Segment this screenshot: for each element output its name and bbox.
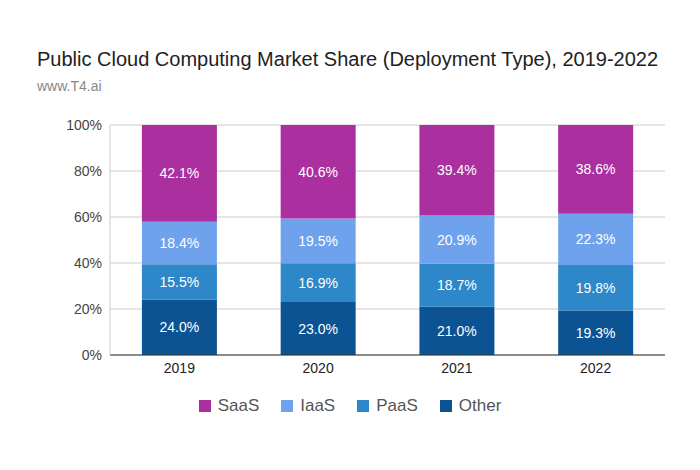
html-text:IaaS: IaaS [300,396,336,415]
svg-text:2020: 2020 [303,360,334,376]
svg-text:23.0%: 23.0% [298,321,338,337]
svg-text:60%: 60% [74,209,102,225]
svg-text:2021: 2021 [441,360,472,376]
html-text:www.T4.ai: www.T4.ai [37,78,102,94]
svg-text:24.0%: 24.0% [160,319,200,335]
svg-text:18.4%: 18.4% [160,235,200,251]
html-text:Public Cloud Computing Market: Public Cloud Computing Market Share (Dep… [37,48,659,70]
svg-text:42.1%: 42.1% [160,165,200,181]
svg-text:18.7%: 18.7% [437,277,477,293]
html-text:Other: Other [458,396,502,415]
svg-text:2022: 2022 [580,360,611,376]
svg-text:39.4%: 39.4% [437,162,477,178]
svg-text:19.8%: 19.8% [576,280,616,296]
svg-text:15.5%: 15.5% [160,274,200,290]
svg-text:16.9%: 16.9% [298,275,338,291]
html-text:SaaS: SaaS [217,396,260,415]
svg-text:22.3%: 22.3% [576,231,616,247]
html-text:PaaS: PaaS [376,396,418,415]
svg-text:20%: 20% [74,301,102,317]
svg-text:40.6%: 40.6% [298,164,338,180]
svg-text:19.3%: 19.3% [576,325,616,341]
svg-text:0%: 0% [82,347,102,363]
svg-text:19.5%: 19.5% [298,233,338,249]
svg-text:80%: 80% [74,163,102,179]
svg-text:40%: 40% [74,255,102,271]
svg-text:100%: 100% [66,117,102,133]
svg-text:38.6%: 38.6% [576,161,616,177]
svg-text:2019: 2019 [164,360,195,376]
svg-text:20.9%: 20.9% [437,232,477,248]
svg-text:21.0%: 21.0% [437,323,477,339]
